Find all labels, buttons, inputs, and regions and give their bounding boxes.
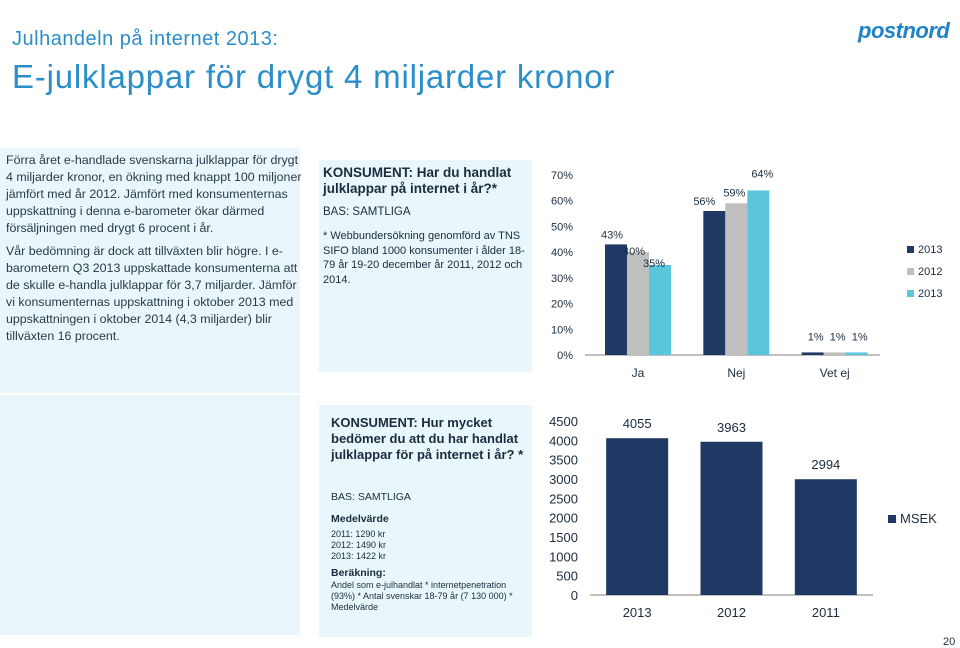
intro-text: Förra året e-handlade svenskarna julklap… [6, 152, 302, 351]
data-label: 2994 [811, 457, 840, 472]
question-1-title: KONSUMENT: Har du handlat julklappar på … [323, 165, 512, 196]
legend-label: 2012 [918, 266, 942, 278]
y-tick-label: 20% [551, 299, 573, 311]
calculation-text: Andel som e-julhandlat * internetpenetra… [331, 580, 513, 612]
question-1-note: * Webbundersökning genomförd av TNS SIFO… [323, 230, 525, 286]
y-tick-label: 2000 [549, 511, 578, 526]
bar-ja-series-0 [605, 244, 627, 355]
data-label: 64% [751, 168, 773, 180]
left-panel [0, 148, 300, 393]
data-label: 59% [723, 187, 745, 199]
y-tick-label: 50% [551, 221, 573, 233]
data-label: 43% [601, 229, 623, 241]
data-label: 4055 [623, 416, 652, 431]
y-tick-label: 4000 [549, 433, 578, 448]
bar-2013 [606, 438, 669, 595]
data-label: 35% [643, 258, 665, 270]
bar-vet-ej-series-2 [845, 352, 868, 355]
average-2011: 2011: 1290 kr [331, 529, 386, 539]
legend-swatch [888, 515, 896, 523]
x-tick-label: Nej [727, 366, 745, 380]
bar-nej-series-2 [747, 190, 770, 355]
average-2012: 2012: 1490 kr [331, 540, 387, 550]
bar-ja-series-1 [627, 252, 649, 355]
data-label: 3963 [717, 420, 746, 435]
data-label-box [794, 453, 857, 476]
bar-vet-ej-series-1 [823, 352, 846, 355]
page-subtitle: Julhandeln på internet 2013: [12, 28, 279, 50]
legend-swatch [907, 268, 914, 275]
left-panel-lower [0, 395, 300, 635]
x-tick-label: Ja [632, 366, 645, 380]
data-label-box [700, 415, 763, 438]
chart-julhandel-msek: 0 500 1000 1500 2000 2500 3000 3500 4000 4500 4055… [549, 412, 937, 620]
y-tick-label: 500 [556, 569, 578, 584]
data-label: 1% [852, 331, 868, 343]
intro-paragraph-2: Vår bedömning är dock att tillväxten bli… [6, 244, 298, 343]
y-tick-label: 40% [551, 247, 573, 259]
intro-paragraph-1: Förra året e-handlade svenskarna julklap… [6, 153, 302, 235]
y-tick-label: 2500 [549, 491, 578, 506]
y-tick-label: 10% [551, 324, 573, 336]
bar-vet-ej-series-0 [801, 352, 824, 355]
postnord-logo: postnord [858, 18, 950, 43]
y-tick-label: 0 [571, 588, 578, 603]
bar-nej-series-0 [703, 211, 726, 355]
data-label: 56% [693, 196, 715, 208]
chart-handlat-julklappar: 0%10%20%30%40%50%60%70%43%40%35%Ja56%59%… [551, 168, 943, 380]
legend-swatch [907, 246, 914, 253]
x-tick-label: Vet ej [820, 366, 850, 380]
data-label-box [606, 412, 669, 435]
bar-2011 [794, 479, 857, 595]
y-tick-label: 4500 [549, 414, 578, 429]
y-tick-label: 3000 [549, 472, 578, 487]
y-tick-label: 60% [551, 196, 573, 208]
x-tick-label: 2012 [717, 605, 746, 620]
bar-ja-series-2 [649, 265, 671, 355]
legend-label: 2013 [918, 244, 942, 256]
data-label: 40% [623, 246, 645, 258]
legend-label: 2013 [918, 288, 942, 300]
question-2-title: KONSUMENT: Hur mycket bedömer du att du … [331, 415, 524, 462]
y-tick-label: 30% [551, 273, 573, 285]
page-title: E-julklappar för drygt 4 miljarder krono… [12, 58, 616, 95]
y-tick-label: 1500 [549, 530, 578, 545]
bar-2012 [700, 441, 763, 595]
question-1-base: BAS: SAMTLIGA [323, 206, 411, 218]
data-label: 1% [808, 331, 824, 343]
question-box-1: KONSUMENT: Har du handlat julklappar på … [319, 160, 532, 372]
question-box-2: KONSUMENT: Hur mycket bedömer du att du … [319, 405, 532, 637]
y-tick-label: 3500 [549, 453, 578, 468]
data-label: 1% [830, 331, 846, 343]
x-tick-label: 2013 [623, 605, 652, 620]
x-tick-label: 2011 [812, 605, 840, 620]
bar-nej-series-1 [725, 203, 748, 355]
average-2013: 2013: 1422 kr [331, 551, 387, 561]
y-tick-label: 1000 [549, 549, 578, 564]
legend-label: MSEK [900, 511, 937, 526]
legend-swatch [907, 290, 914, 297]
y-tick-label: 70% [551, 170, 573, 182]
y-tick-label: 0% [557, 350, 573, 362]
page-number: 20 [943, 636, 956, 648]
average-heading: Medelvärde [331, 513, 389, 525]
question-2-base: BAS: SAMTLIGA [331, 491, 411, 503]
calculation-heading: Beräkning: [331, 567, 386, 579]
